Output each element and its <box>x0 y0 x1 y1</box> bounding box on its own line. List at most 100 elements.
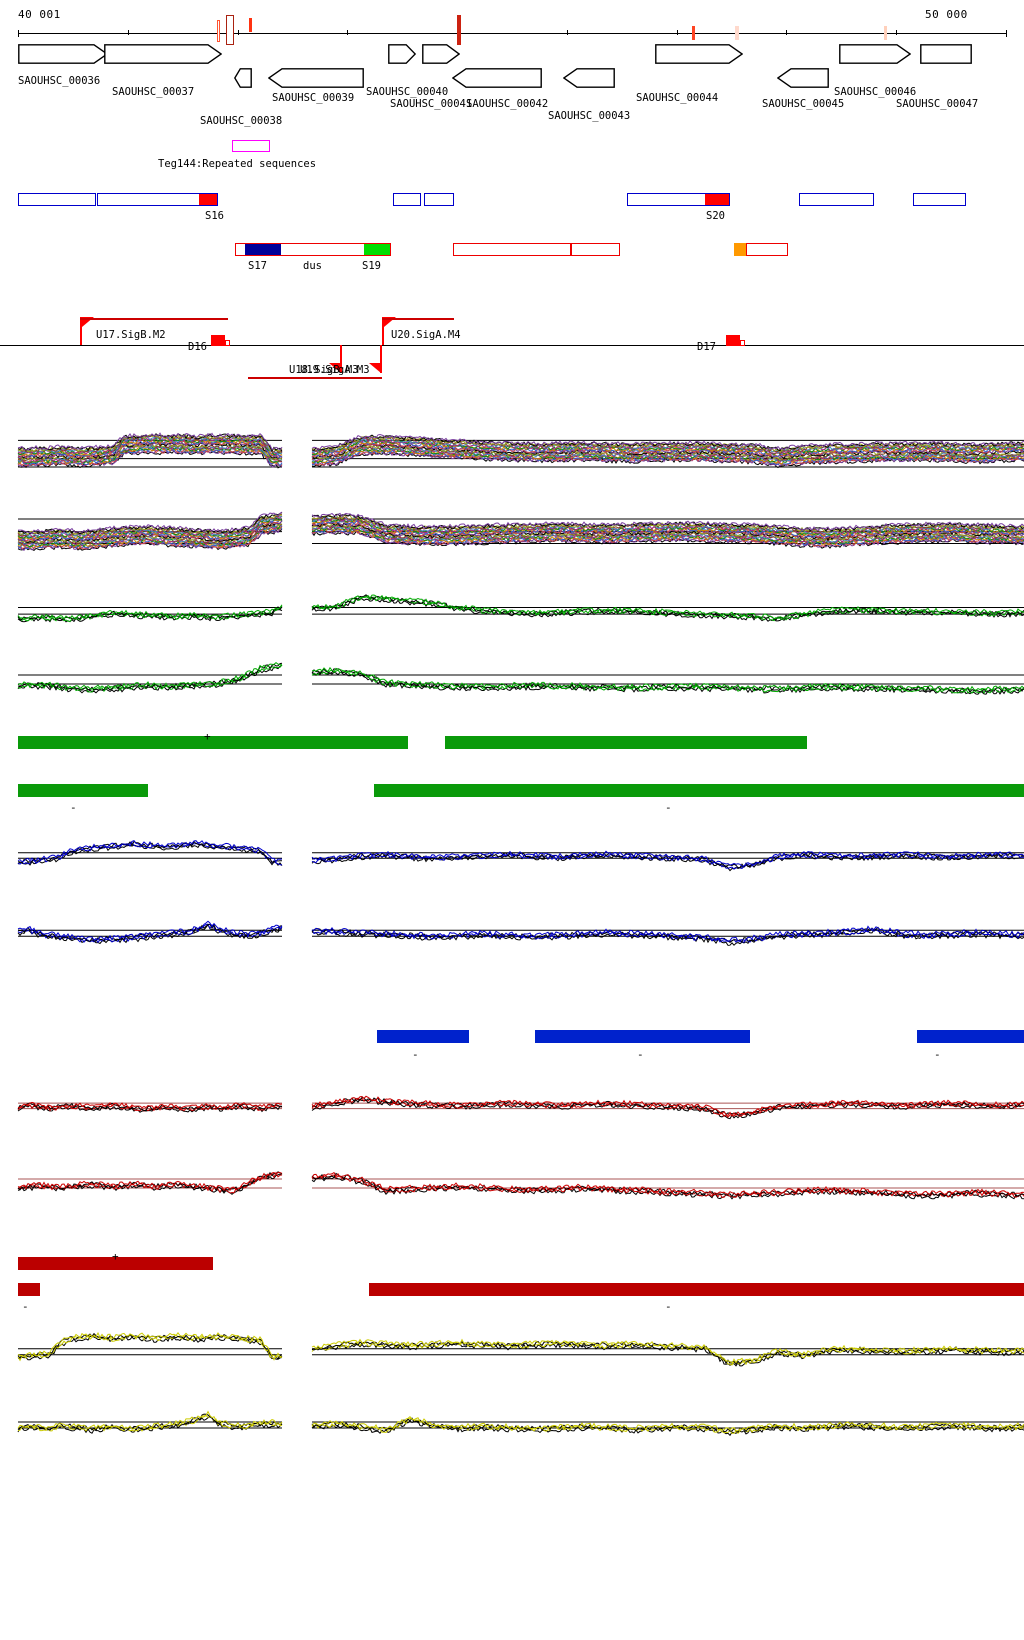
panel-red-1[interactable] <box>0 1080 1024 1135</box>
coverage-trace <box>311 850 1024 867</box>
gene-label-SAOUHSC_00037: SAOUHSC_00037 <box>112 86 195 98</box>
transcript-minus-darkred-bar-1[interactable] <box>369 1283 1024 1296</box>
gene-label-SAOUHSC_00041: SAOUHSC_00041 <box>390 98 473 110</box>
coverage-trace <box>311 926 1024 944</box>
gene-SAOUHSC_00038[interactable] <box>233 68 252 88</box>
srna-blue-feature-2[interactable] <box>393 193 421 206</box>
promoter-stem-U20.SigA.M4[interactable] <box>382 317 384 345</box>
srna-red-feature-2[interactable] <box>746 243 788 256</box>
transcript-extent-U20.SigA.M4[interactable] <box>382 318 454 320</box>
panel-blue-1[interactable] <box>0 828 1024 883</box>
srna-S19-block[interactable] <box>364 244 390 255</box>
coverage-trace <box>17 520 283 543</box>
transcript-minus-blue-sign-2: - <box>934 1048 941 1061</box>
ruler-axis <box>18 33 1006 34</box>
srna-feature-track-blue[interactable]: S16 S20 <box>0 0 1024 222</box>
transcript-minus-blue-bar-1[interactable] <box>535 1030 750 1043</box>
gene-SAOUHSC_00041[interactable] <box>422 44 461 64</box>
promoter-terminator-track[interactable]: U17.SigB.M2 D16 U18.SigB.M3 U19.SigA.M3 U20.… <box>0 0 1024 400</box>
srna-blue-feature-5[interactable] <box>799 193 874 206</box>
coverage-trace <box>17 437 283 456</box>
panel-blue-2[interactable] <box>0 905 1024 965</box>
srna-red-feature-2-head[interactable] <box>734 243 746 256</box>
srna-S17-block[interactable] <box>245 244 281 255</box>
promoter-label-U20.SigA.M4: U20.SigA.M4 <box>391 329 461 341</box>
gene-arrow-shape <box>267 68 364 88</box>
ruler-variant-mark-1[interactable] <box>226 15 234 45</box>
transcript-extent-U17.SigB.M2[interactable] <box>80 318 228 320</box>
coverage-trace <box>311 925 1024 943</box>
genome-ruler[interactable] <box>0 0 1024 50</box>
terminator-foot-D17[interactable] <box>740 340 745 346</box>
coverage-trace <box>17 839 283 863</box>
ruler-variant-mark-2[interactable] <box>249 18 252 32</box>
srna-blue-feature-0[interactable] <box>18 193 96 206</box>
ruler-variant-mark-4[interactable] <box>692 26 695 40</box>
transcript-minus-darkred-sign-1: - <box>665 1300 672 1313</box>
srna-feature-track-red[interactable]: S17 dus S19 <box>0 0 1024 275</box>
gene-label-SAOUHSC_00040: SAOUHSC_00040 <box>366 86 449 98</box>
coverage-trace <box>17 434 283 453</box>
transcript-minus-blue-bar-2[interactable] <box>917 1030 1024 1043</box>
panel-multicolor-1[interactable] <box>0 425 1024 495</box>
srna-red-feature-1[interactable] <box>453 243 620 256</box>
coverage-trace <box>17 432 283 451</box>
gene-SAOUHSC_00042[interactable] <box>451 68 542 88</box>
gene-SAOUHSC_00045[interactable] <box>776 68 829 88</box>
srna-blue-feature-1[interactable] <box>97 193 218 206</box>
srna-blue-feature-1-tail[interactable] <box>199 194 217 205</box>
terminator-label-D16: D16 <box>188 341 207 353</box>
panel-yellow-1[interactable] <box>0 1320 1024 1380</box>
srna-blue-feature-6[interactable] <box>913 193 966 206</box>
gene-arrow-shape <box>839 44 912 64</box>
promoter-stem-U17.SigB.M2[interactable] <box>80 317 82 345</box>
ruler-variant-mark-6[interactable] <box>884 26 887 40</box>
ruler-tick <box>677 30 678 35</box>
terminator-stem-D16[interactable] <box>211 335 225 346</box>
transcript-minus-green-bar-1[interactable] <box>374 784 1024 797</box>
panel-multicolor-2[interactable] <box>0 505 1024 575</box>
repeated-sequences-track[interactable]: Teg144:Repeated sequences <box>0 0 1024 175</box>
coverage-trace <box>17 512 283 535</box>
gene-SAOUHSC_00040[interactable] <box>388 44 417 64</box>
ruler-variant-mark-5[interactable] <box>735 26 739 40</box>
ruler-variant-mark-3[interactable] <box>457 15 461 45</box>
repeated-sequence-box[interactable] <box>232 140 270 152</box>
transcript-minus-green-bar-0[interactable] <box>18 784 148 797</box>
ruler-variant-mark-0[interactable] <box>217 20 220 42</box>
coverage-trace <box>18 511 283 534</box>
srna-blue-feature-3[interactable] <box>424 193 454 206</box>
promoter-stem-U19.SigA.M3[interactable] <box>380 345 382 373</box>
srna-label-S16: S16 <box>205 210 224 222</box>
gene-SAOUHSC_00037[interactable] <box>104 44 223 64</box>
coordinate-end-label: 50 000 <box>925 8 968 21</box>
transcript-extent-U19.SigA.M3[interactable] <box>248 377 382 379</box>
transcript-plus-darkred-bar-0[interactable] <box>18 1257 213 1270</box>
panel-green-2[interactable] <box>0 648 1024 708</box>
terminator-foot-D16[interactable] <box>225 340 230 346</box>
transcript-plus-green-bar-1[interactable] <box>445 736 807 749</box>
gene-SAOUHSC_00036[interactable] <box>18 44 109 64</box>
gene-SAOUHSC_00043[interactable] <box>562 68 615 88</box>
srna-blue-feature-4-tail[interactable] <box>705 194 729 205</box>
srna-blue-feature-4[interactable] <box>627 193 730 206</box>
gene-SAOUHSC_00039[interactable] <box>267 68 364 88</box>
gene-label-SAOUHSC_00042: SAOUHSC_00042 <box>466 98 549 110</box>
terminator-stem-D17[interactable] <box>726 335 740 346</box>
coverage-trace <box>311 1415 1024 1432</box>
panel-green-1[interactable] <box>0 580 1024 635</box>
gene-SAOUHSC_00044[interactable] <box>655 44 744 64</box>
transcript-minus-darkred-bar-0[interactable] <box>18 1283 40 1296</box>
gene-SAOUHSC_00047[interactable] <box>920 44 972 64</box>
gene-arrow-shape <box>388 44 417 64</box>
transcript-minus-blue-bar-0[interactable] <box>377 1030 469 1043</box>
panel-red-2[interactable] <box>0 1155 1024 1215</box>
gene-SAOUHSC_00046[interactable] <box>839 44 912 64</box>
promoter-stem-U18.SigB.M3[interactable] <box>340 345 342 373</box>
panel-yellow-2[interactable] <box>0 1395 1024 1455</box>
transcript-plus-green-bar-0[interactable] <box>18 736 408 749</box>
gene-track[interactable]: SAOUHSC_00036 SAOUHSC_00037 SAOUHSC_00038 S… <box>0 0 1024 127</box>
gene-label-SAOUHSC_00043: SAOUHSC_00043 <box>548 110 631 122</box>
